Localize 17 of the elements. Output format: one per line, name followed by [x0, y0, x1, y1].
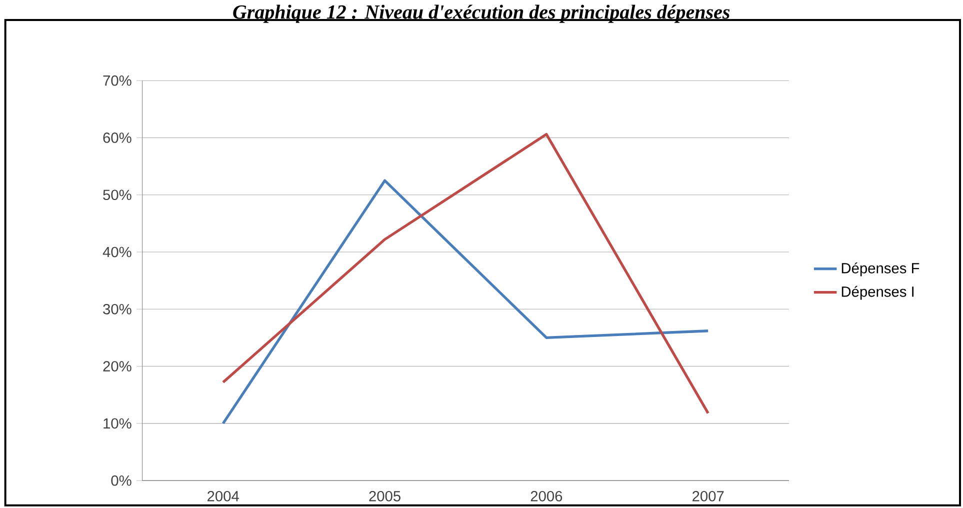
y-tick-label: 20%: [103, 361, 132, 372]
x-tick-label: 2006: [530, 490, 562, 502]
x-tick-label: 2007: [692, 490, 724, 502]
y-tick-label: 60%: [103, 132, 132, 143]
legend-label: Dépenses F: [842, 262, 920, 276]
legend-label: Dépenses I: [842, 286, 914, 300]
y-tick-label: 10%: [104, 418, 132, 429]
y-tick-label: 0%: [111, 475, 132, 486]
x-tick-label: 2004: [208, 490, 239, 502]
chart-title: Graphique 12 : Niveau d'exécution des principales dépenses: [233, 4, 730, 23]
y-tick-label: 40%: [102, 246, 132, 258]
y-tick-label: 70%: [103, 75, 132, 86]
y-tick-label: 30%: [103, 304, 132, 314]
y-tick-label: 50%: [103, 190, 132, 200]
line-series: [222, 132, 710, 414]
x-tick-label: 2005: [369, 490, 400, 502]
line-series: [222, 179, 710, 425]
